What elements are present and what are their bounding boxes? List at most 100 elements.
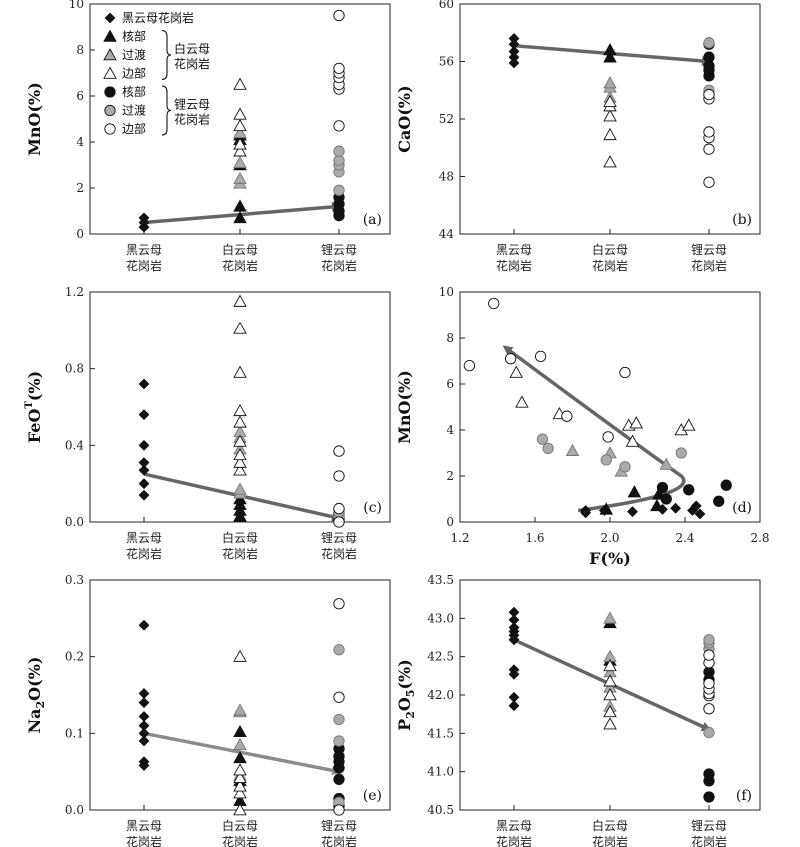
panel-f-ytick-label: 43.0 xyxy=(427,611,454,625)
panel-b-point xyxy=(603,109,617,122)
panel-c-point xyxy=(233,321,247,334)
panel-e-point xyxy=(333,644,345,656)
panel-f-point xyxy=(508,700,520,712)
panel-f-point xyxy=(603,688,617,701)
panel-c-category-label-line2: 花岗岩 xyxy=(222,546,258,561)
panel-b-point xyxy=(603,127,617,141)
legend-item-label: 过渡 xyxy=(122,47,146,62)
panel-d-point xyxy=(542,442,554,455)
panel-e-point xyxy=(333,713,345,726)
legend-item-label: 核部 xyxy=(122,29,146,44)
panel-f-point xyxy=(603,717,617,730)
legend-item-label: 边部 xyxy=(122,66,146,81)
panel-b-point xyxy=(603,43,617,56)
panel-f-point xyxy=(603,611,617,624)
panel-c-point xyxy=(233,294,247,307)
panel-b-ylabel: CaO(%) xyxy=(395,85,414,152)
panel-a-point xyxy=(333,120,345,132)
legend-marker xyxy=(103,29,117,42)
panel-d-point xyxy=(580,505,592,516)
legend-marker xyxy=(104,86,116,98)
panel-f-point xyxy=(508,614,520,626)
panel-f-category-label-line2: 花岗岩 xyxy=(592,834,628,847)
panel-b-category-label: 锂云母 xyxy=(691,242,727,257)
legend-brace xyxy=(161,85,172,136)
panel-f-ylabel: P2O5(%) xyxy=(395,659,417,731)
panel-d-ytick-label: 2 xyxy=(446,469,454,483)
panel-a-tag: (a) xyxy=(363,212,382,228)
panel-a-point xyxy=(138,212,150,224)
panel-a-category-label: 白云母 xyxy=(222,242,258,257)
panel-f-ytick-label: 40.5 xyxy=(427,803,454,817)
panel-a-category-label-line2: 花岗岩 xyxy=(321,258,357,273)
panel-d-point xyxy=(670,502,682,514)
panel-b-tag: (b) xyxy=(732,212,752,228)
panel-b-point xyxy=(703,51,715,63)
panel-d-xlabel: F(%) xyxy=(589,549,631,568)
panel-d-point xyxy=(683,484,695,496)
panel-a-point xyxy=(333,9,345,22)
panel-e-point xyxy=(233,763,247,776)
panel-b-category-label-line2: 花岗岩 xyxy=(691,258,727,273)
panel-a-point xyxy=(233,144,247,157)
panel-d-point xyxy=(720,479,732,491)
panel-d-ylabel: MnO(%) xyxy=(395,370,414,444)
panel-d-ytick-label: 10 xyxy=(439,285,454,299)
panel-f-ytick-label: 42.5 xyxy=(427,650,454,664)
panel-d-point xyxy=(675,447,687,459)
panel-a-category-label: 锂云母 xyxy=(321,242,357,257)
panel-f-point xyxy=(508,664,520,676)
panel-d-point xyxy=(650,498,664,512)
panel-d-xtick-label: 1.2 xyxy=(450,531,469,545)
panel-e-tag: (e) xyxy=(363,788,382,804)
panel-f-point xyxy=(603,674,617,687)
panel-f-point xyxy=(603,704,617,718)
panel-a-point xyxy=(233,155,247,168)
legend-marker xyxy=(104,123,116,135)
panel-a-point xyxy=(233,107,247,120)
panel-d-point xyxy=(488,297,500,310)
panel-c-point xyxy=(233,482,247,495)
panel-e-ytick-label: 0.1 xyxy=(65,726,84,740)
panel-e-point xyxy=(233,803,247,816)
panel-d-point xyxy=(600,454,612,466)
panel-e-category-label-line2: 花岗岩 xyxy=(321,834,357,847)
panel-d-point xyxy=(627,506,638,518)
panel-c-point xyxy=(333,502,345,515)
panel-d-point xyxy=(565,443,580,456)
panel-b-ytick-label: 56 xyxy=(439,55,454,69)
panel-f: 40.541.041.542.042.543.043.5黑云母花岗岩白云母花岗岩… xyxy=(395,573,761,847)
panel-f-category-label: 黑云母 xyxy=(496,819,532,833)
panel-c-category-label-line2: 花岗岩 xyxy=(126,546,162,561)
panel-a-category-label-line2: 花岗岩 xyxy=(126,258,162,273)
panel-e-point xyxy=(233,779,247,792)
panel-a-point xyxy=(233,137,247,150)
panel-d-point xyxy=(656,481,669,494)
panel-d-xtick-label: 2.8 xyxy=(750,531,769,545)
panel-c-point xyxy=(333,516,345,528)
panel-c-category-label: 黑云母 xyxy=(126,531,162,545)
legend-marker xyxy=(104,12,116,24)
panel-d-point xyxy=(561,410,573,422)
legend-brace xyxy=(161,29,172,81)
panel-d-point xyxy=(599,502,614,515)
panel-e-point xyxy=(138,735,150,747)
panel-c-point xyxy=(233,434,247,447)
panel-a-ytick-label: 4 xyxy=(76,135,84,149)
panel-d-ytick-label: 6 xyxy=(446,377,454,391)
panel-e-category-label: 黑云母 xyxy=(126,819,162,833)
panel-b-ytick-label: 52 xyxy=(439,112,454,126)
panel-e-point xyxy=(138,619,150,631)
panel-e-point xyxy=(233,770,247,784)
panel-a-point xyxy=(233,199,247,212)
panel-d-point xyxy=(534,350,547,363)
panel-d-point xyxy=(659,457,674,470)
panel-b-point xyxy=(603,76,617,89)
panel-e-category-label: 白云母 xyxy=(222,818,258,833)
panel-b-point xyxy=(508,46,520,57)
panel-f-point xyxy=(603,658,617,672)
panel-a-category-label: 黑云母 xyxy=(126,243,162,257)
panel-d: 0 2 4 6 8 10 1.2 1.6 2.0 2.4 2.8 F(%) MnO(%) (d) xyxy=(395,285,770,568)
